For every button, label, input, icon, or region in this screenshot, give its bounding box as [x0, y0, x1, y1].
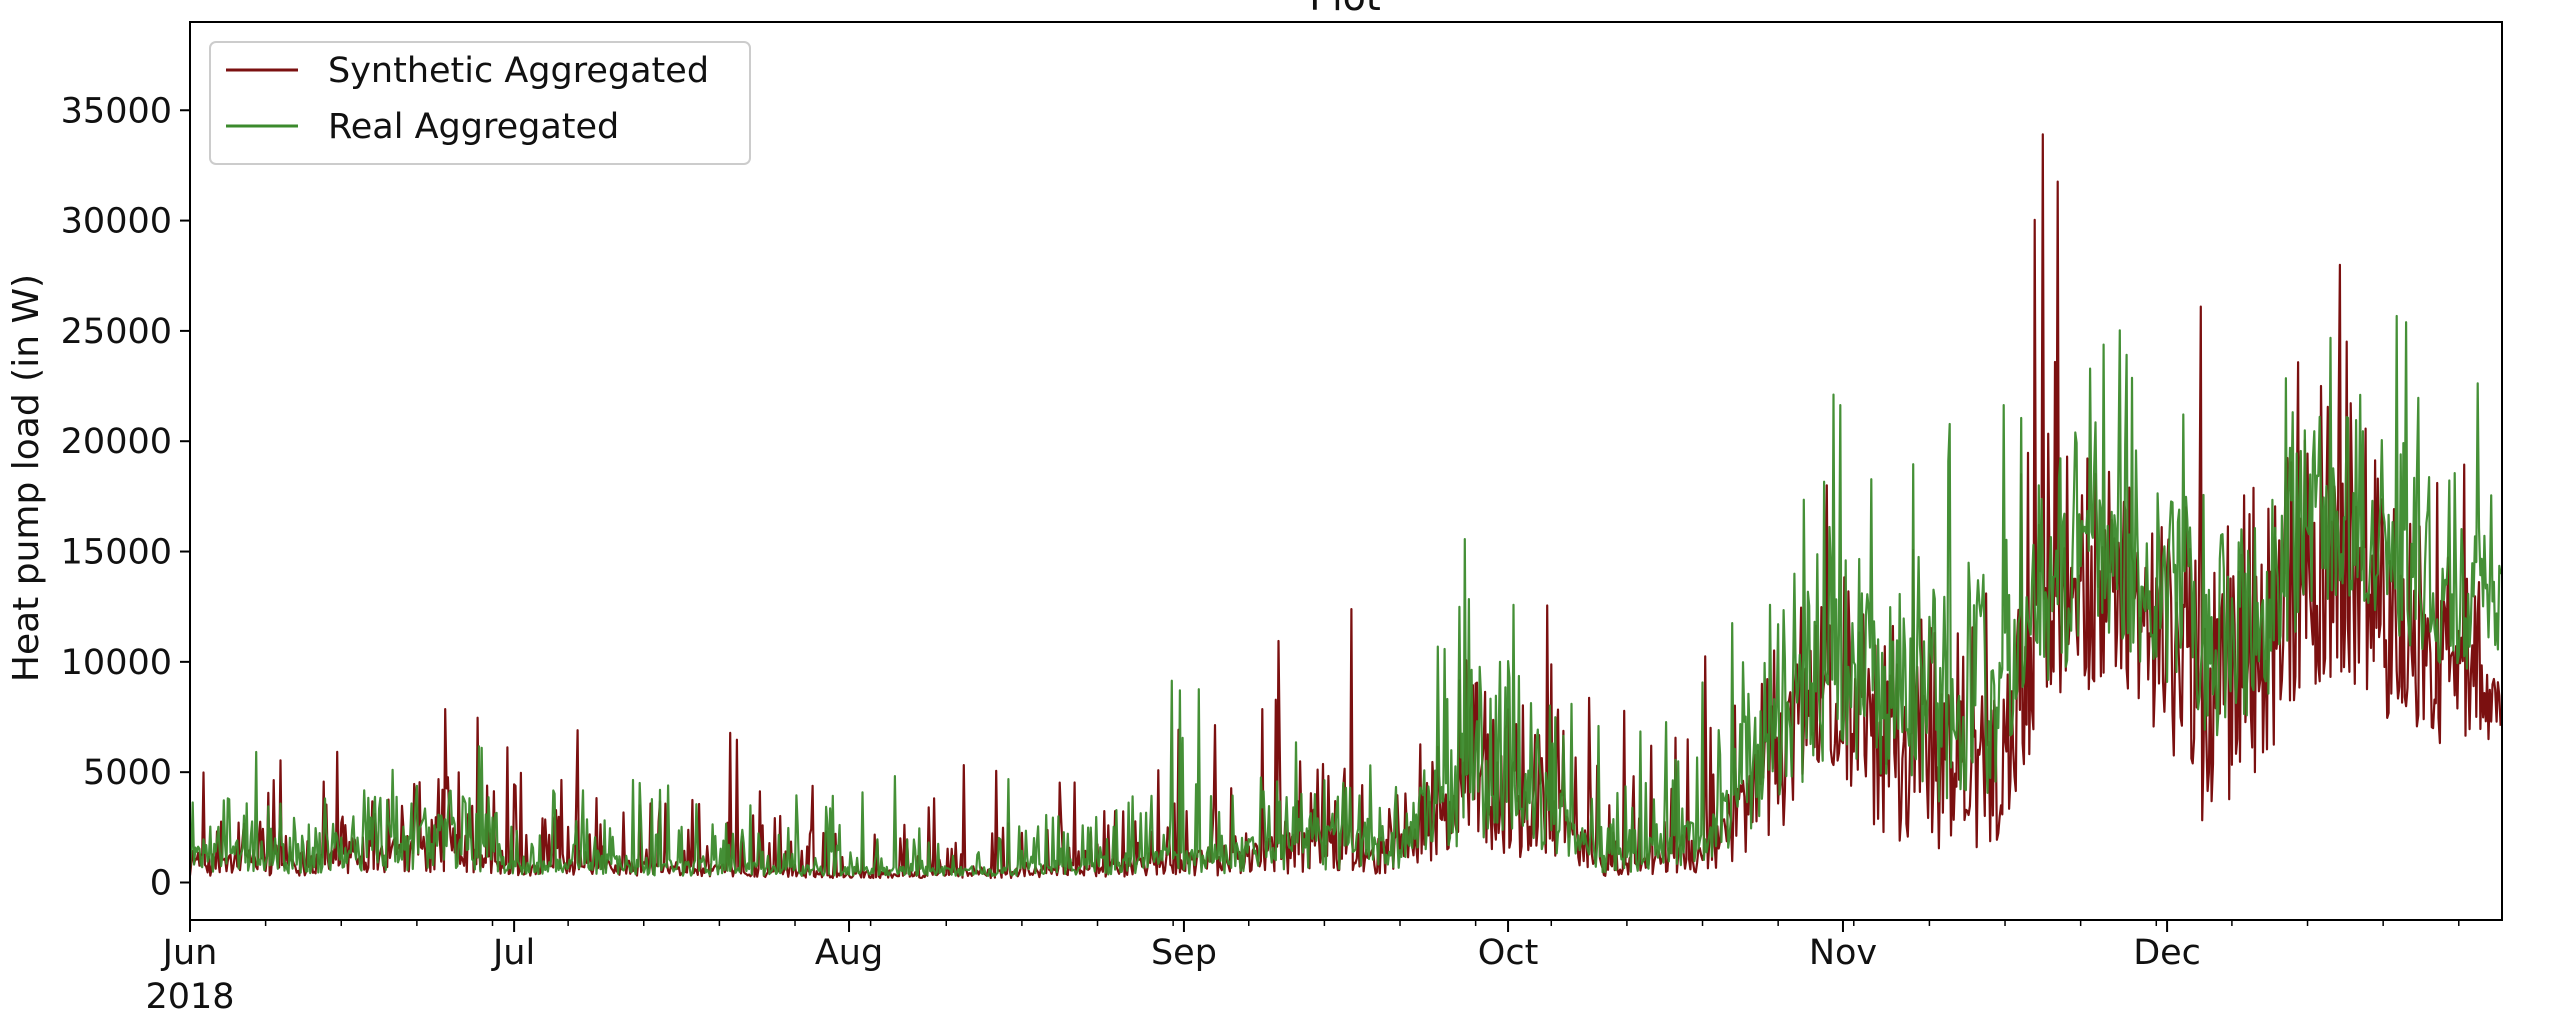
y-tick-label: 15000	[61, 533, 172, 573]
y-tick-label: 35000	[61, 91, 172, 131]
x-tick-label: Nov	[1809, 933, 1877, 973]
legend-label-synthetic: Synthetic Aggregated	[328, 51, 709, 91]
x-axis: Jun 2018 Jul Aug Sep Oct Nov Dec	[145, 920, 2460, 1010]
chart-title: Plot	[1309, 0, 1381, 19]
y-tick-label: 10000	[61, 643, 172, 683]
y-tick-label: 20000	[61, 422, 172, 462]
legend: Synthetic Aggregated Real Aggregated	[209, 41, 751, 165]
y-tick-label: 25000	[61, 312, 172, 352]
series-line-real-aggregated	[190, 314, 2502, 877]
y-tick-label: 30000	[61, 202, 172, 242]
x-tick-label: Oct	[1478, 933, 1539, 973]
legend-box	[209, 41, 751, 165]
y-tick-label: 5000	[83, 753, 172, 793]
series-line-synthetic-aggregated	[190, 133, 2502, 880]
x-tick-label: Jun	[161, 933, 218, 973]
plot-area	[189, 21, 2503, 921]
x-tick-label: Dec	[2133, 933, 2201, 973]
x-tick-label: Jul	[491, 933, 535, 973]
plot-frame	[189, 21, 2503, 921]
x-tick-sublabel: 2018	[145, 977, 234, 1010]
series-layer	[190, 133, 2502, 880]
y-axis-label: Heat pump load (in W)	[6, 274, 47, 682]
y-axis: 0 5000 10000 15000 20000 25000 30000 35000	[61, 91, 190, 903]
y-tick-label: 0	[150, 863, 172, 903]
legend-label-real: Real Aggregated	[328, 107, 619, 147]
x-tick-label: Aug	[815, 933, 883, 973]
x-tick-label: Sep	[1151, 933, 1217, 973]
